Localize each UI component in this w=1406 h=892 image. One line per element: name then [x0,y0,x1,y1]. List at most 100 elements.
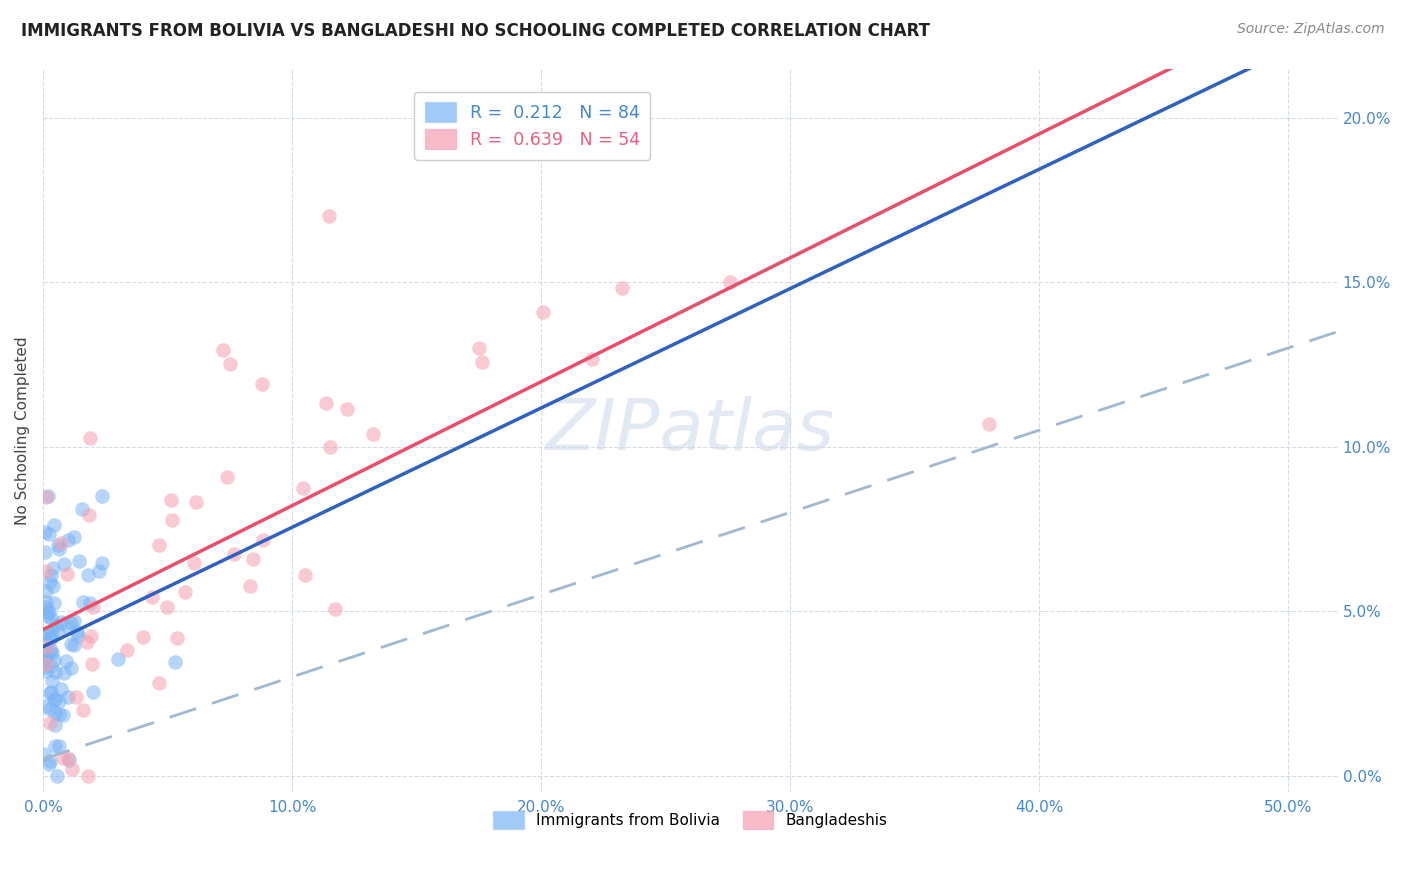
Point [325,602,347,616]
Point [163,655,186,669]
Point [35,600,58,615]
Point [160,492,183,507]
Point [39,574,62,589]
Point [363,427,385,442]
Point [48,542,70,557]
Point [77,768,100,782]
Point [166,631,188,645]
Point [979,417,1001,431]
Point [39,611,62,625]
Point [38,645,60,659]
Point [44,718,66,732]
Point [39,631,62,645]
Point [49,615,72,630]
Point [52,557,75,571]
Point [160,513,183,527]
Text: ZIPatlas: ZIPatlas [546,396,835,465]
Legend: Immigrants from Bolivia, Bangladeshis: Immigrants from Bolivia, Bangladeshis [486,805,894,835]
Point [60,615,83,630]
Point [34,627,56,641]
Point [34,490,56,504]
Point [44,653,66,667]
Point [38,754,60,768]
Point [48,706,70,721]
Point [212,343,235,357]
Text: Source: ZipAtlas.com: Source: ZipAtlas.com [1237,22,1385,37]
Point [35,657,58,671]
Point [41,647,63,661]
Point [115,642,138,657]
Point [35,651,58,665]
Point [38,632,60,647]
Point [52,666,75,681]
Y-axis label: No Schooling Completed: No Schooling Completed [15,336,30,524]
Point [63,614,86,628]
Point [56,566,79,581]
Point [34,565,56,579]
Point [65,690,87,704]
Point [34,655,56,669]
Point [70,502,93,516]
Point [35,699,58,714]
Point [58,753,80,767]
Point [156,599,179,614]
Point [215,470,238,484]
Point [38,526,60,541]
Point [219,358,242,372]
Point [77,508,100,522]
Point [34,525,56,540]
Point [89,564,111,578]
Point [319,440,342,454]
Point [318,210,340,224]
Point [56,533,79,547]
Point [34,544,56,558]
Point [34,644,56,658]
Point [42,518,65,533]
Text: IMMIGRANTS FROM BOLIVIA VS BANGLADESHI NO SCHOOLING COMPLETED CORRELATION CHART: IMMIGRANTS FROM BOLIVIA VS BANGLADESHI N… [21,22,931,40]
Point [38,716,60,731]
Point [42,560,65,574]
Point [46,623,69,637]
Point [39,685,62,699]
Point [62,530,84,544]
Point [37,489,59,503]
Point [35,583,58,598]
Point [38,757,60,772]
Point [315,396,337,410]
Point [41,625,63,640]
Point [610,280,633,294]
Point [148,675,170,690]
Point [291,481,314,495]
Point [56,690,79,704]
Point [46,538,69,552]
Point [148,538,170,552]
Point [39,686,62,700]
Point [34,659,56,673]
Point [66,625,89,640]
Point [250,376,273,391]
Point [52,708,75,723]
Point [173,585,195,599]
Point [252,533,274,547]
Point [468,341,491,355]
Point [42,596,65,610]
Point [48,693,70,707]
Point [59,661,82,675]
Point [52,751,75,765]
Point [79,596,101,610]
Point [336,402,359,417]
Point [183,556,205,570]
Point [531,305,554,319]
Point [239,579,262,593]
Point [72,595,94,609]
Point [56,751,79,765]
Point [41,674,63,689]
Point [46,768,69,782]
Point [39,643,62,657]
Point [82,685,104,699]
Point [44,706,66,720]
Point [35,640,58,654]
Point [44,665,66,680]
Point [471,355,494,369]
Point [184,495,207,509]
